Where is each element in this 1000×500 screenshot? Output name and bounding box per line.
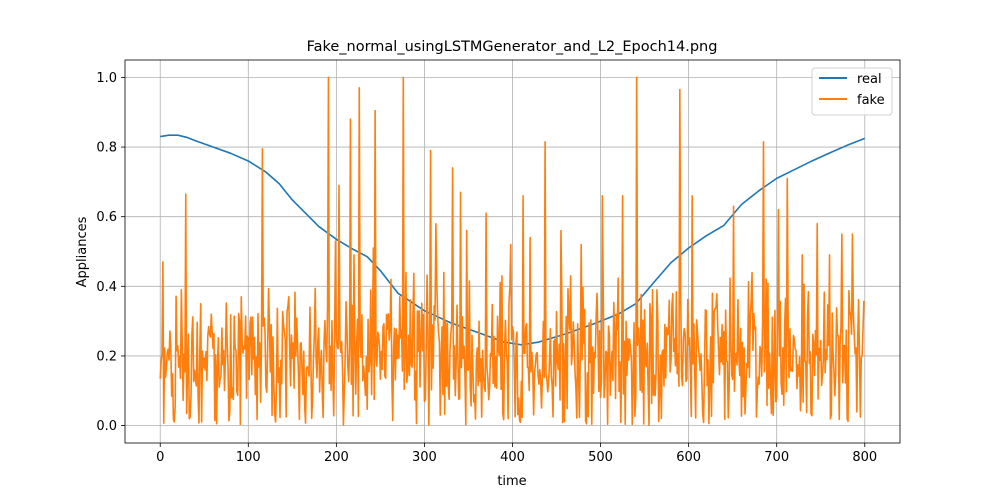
series-line-fake (159, 76, 865, 427)
y-tick-label: 0.4 (96, 280, 117, 295)
legend-label-fake: fake (857, 93, 885, 108)
x-tick-label: 200 (324, 450, 349, 465)
y-tick-label: 0.0 (96, 419, 117, 434)
x-tick-label: 100 (236, 450, 261, 465)
x-tick-label: 500 (588, 450, 613, 465)
x-tick-label: 0 (156, 450, 164, 465)
grid (125, 60, 900, 443)
x-tick-label: 700 (764, 450, 789, 465)
x-tick-label: 800 (852, 450, 877, 465)
x-tick-label: 400 (500, 450, 525, 465)
x-tick-label: 600 (676, 450, 701, 465)
plot-lines (159, 76, 866, 427)
chart-title: Fake_normal_usingLSTMGenerator_and_L2_Ep… (307, 39, 718, 55)
legend: real fake (811, 67, 893, 116)
y-axis-label: Appliances (75, 216, 90, 287)
y-tick-label: 0.8 (96, 141, 117, 156)
y-tick-label: 0.6 (96, 210, 117, 225)
legend-label-real: real (857, 72, 882, 87)
legend-box (811, 67, 893, 116)
y-tick-label: 1.0 (96, 71, 117, 86)
y-tick-label: 0.2 (96, 349, 117, 364)
x-tick-label: 300 (412, 450, 437, 465)
series-line-real (160, 134, 866, 346)
x-axis-label: time (497, 474, 526, 489)
ticks: 0 100 200 300 400 500 600 700 800 0.0 0.2 0.4 0.6 0.8… (96, 71, 877, 465)
